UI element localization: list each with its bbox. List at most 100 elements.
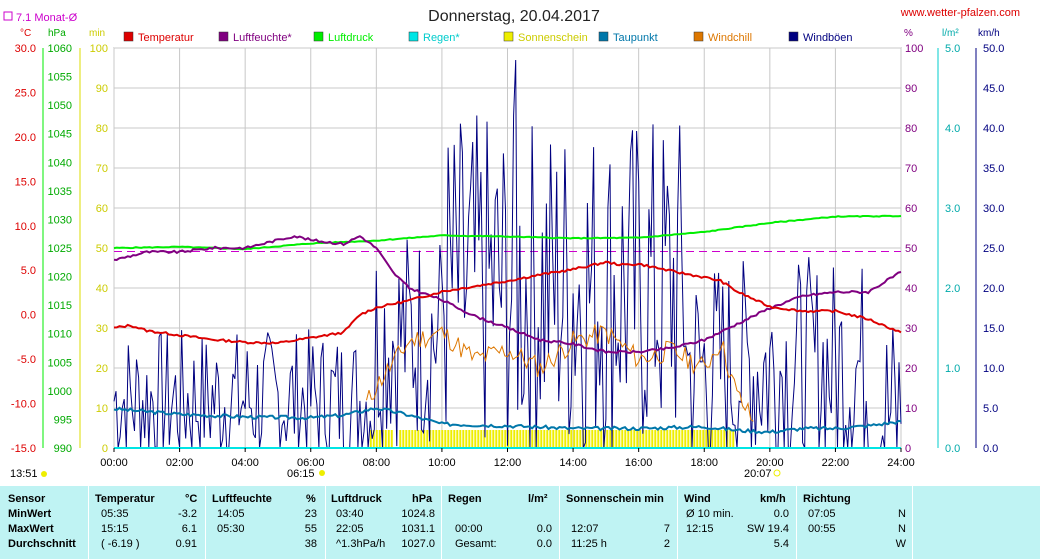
sun-bar xyxy=(639,430,642,448)
press-tick: 1020 xyxy=(48,272,72,284)
sun-bar xyxy=(435,430,438,448)
sun-bar xyxy=(675,430,678,448)
sun-bar xyxy=(669,430,672,448)
stat-cell-h-val: 38 xyxy=(304,538,317,550)
hdr-hum: Luftfeuchte xyxy=(212,493,272,505)
stat-cell-d-val: N xyxy=(898,523,906,535)
sun-bar xyxy=(429,430,432,448)
sun-bar xyxy=(438,430,441,448)
wind-tick: 15.0 xyxy=(983,323,1004,335)
sun-bar xyxy=(546,430,549,448)
x-tick: 04:00 xyxy=(231,457,259,469)
legend-swatch-hum xyxy=(218,31,229,42)
x-tick: 14:00 xyxy=(559,457,587,469)
series-windchill xyxy=(366,324,754,422)
site-link[interactable]: www.wetter-pfalzen.com xyxy=(900,7,1020,19)
hdr-rain: Regen xyxy=(448,493,482,505)
sun-bar xyxy=(420,430,423,448)
sun-bar xyxy=(477,430,480,448)
x-tick: 22:00 xyxy=(822,457,850,469)
press-tick: 1030 xyxy=(48,214,72,226)
rain-tick: 2.0 xyxy=(945,283,960,295)
hum-tick: 80 xyxy=(905,123,917,135)
sun-bar xyxy=(492,430,495,448)
sun-bar xyxy=(579,430,582,448)
sun-bar xyxy=(729,430,732,448)
hdr-rain-unit: l/m² xyxy=(528,493,548,505)
series-luftdruck xyxy=(113,214,902,251)
axes: 30.0 25.0 20.0 15.0 10.0 5.0 0.0 -5.0 -10.0 -15.0… xyxy=(11,43,1005,469)
stat-cell-w-val: SW 19.4 xyxy=(746,523,789,535)
hdr-temp-unit: °C xyxy=(185,493,198,505)
hum-tick: 0 xyxy=(905,443,911,455)
sun-bar xyxy=(636,430,639,448)
sun-bar xyxy=(387,430,390,448)
sun-bar xyxy=(702,430,705,448)
stat-row-label: MaxWert xyxy=(8,523,54,535)
sun-bar xyxy=(549,430,552,448)
sun-bar xyxy=(672,430,675,448)
sun-bar xyxy=(375,430,378,448)
sun-bar xyxy=(573,430,576,448)
sun-bar xyxy=(609,430,612,448)
press-tick: 990 xyxy=(54,443,72,455)
legend: Temperatur Luftfeuchte* Luftdruck Regen* Son… xyxy=(123,31,853,44)
unit-temp: °C xyxy=(20,28,31,39)
x-tick: 24:00 xyxy=(887,457,915,469)
sun-bar xyxy=(408,430,411,448)
series-layer xyxy=(113,59,902,449)
temp-tick: 10.0 xyxy=(15,221,36,233)
rain-tick: 3.0 xyxy=(945,203,960,215)
stat-cell-h-time: 14:05 xyxy=(217,508,245,520)
stat-cell-r-time: 00:00 xyxy=(455,523,483,535)
sun-bar xyxy=(732,430,735,448)
stat-cell-d-val: N xyxy=(898,508,906,520)
sun-bar xyxy=(480,430,483,448)
sun-bar xyxy=(705,430,708,448)
sun-bar xyxy=(687,430,690,448)
sun-bar xyxy=(399,430,402,448)
stat-cell-s-val: 2 xyxy=(663,538,670,550)
sun-bar xyxy=(474,430,477,448)
series-taupunkt xyxy=(113,406,902,435)
sun-bar xyxy=(537,430,540,448)
wind-tick: 45.0 xyxy=(983,83,1004,95)
legend-label-gust: Windböen xyxy=(803,32,853,44)
hum-tick: 100 xyxy=(905,43,923,55)
temp-tick: 5.0 xyxy=(21,265,36,277)
sun-bar xyxy=(666,430,669,448)
stat-cell-w-time: Ø 10 min. xyxy=(686,508,734,520)
temp-tick: -15.0 xyxy=(11,443,36,455)
press-tick: 1055 xyxy=(48,72,72,84)
hum-tick: 70 xyxy=(905,163,917,175)
stat-cell-w-time: 12:15 xyxy=(686,523,714,535)
sun-bar xyxy=(681,430,684,448)
press-tick: 1000 xyxy=(48,386,72,398)
sun-bar xyxy=(597,430,600,448)
stats-table: Sensor Temperatur °C Luftfeuchte % Luftd… xyxy=(0,486,1040,559)
sun-bar xyxy=(627,430,630,448)
sun-bar xyxy=(417,430,420,448)
sun-bar xyxy=(645,430,648,448)
sun-tick: 20 xyxy=(96,363,108,375)
x-tick: 08:00 xyxy=(363,457,391,469)
monthly-avg-icon xyxy=(3,11,13,21)
sun-bar xyxy=(528,430,531,448)
legend-swatch-dew xyxy=(598,31,609,42)
press-tick: 1010 xyxy=(48,329,72,341)
sun-bar xyxy=(552,430,555,448)
sun-tick: 60 xyxy=(96,203,108,215)
sun-bar xyxy=(372,430,375,448)
sun-bar xyxy=(432,430,435,448)
legend-label-hum: Luftfeuchte* xyxy=(233,32,292,44)
unit-min: min xyxy=(89,28,105,39)
legend-swatch-press xyxy=(313,31,324,42)
stat-cell-h-val: 23 xyxy=(304,508,317,520)
sun-bar xyxy=(489,430,492,448)
stat-cell-p-val: 1031.1 xyxy=(401,523,435,535)
legend-swatch-gust xyxy=(788,31,799,42)
press-tick: 1025 xyxy=(48,243,72,255)
press-tick: 1050 xyxy=(48,100,72,112)
press-tick: 1040 xyxy=(48,157,72,169)
hdr-sensor: Sensor xyxy=(8,493,46,505)
